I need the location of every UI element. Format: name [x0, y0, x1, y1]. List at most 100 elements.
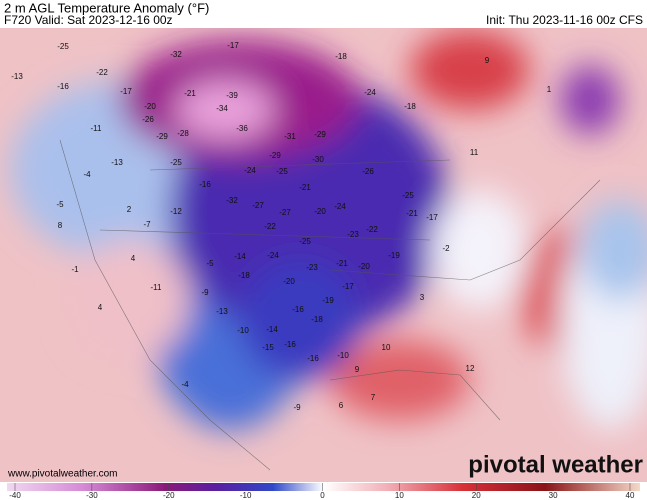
anomaly-label: -20	[314, 207, 326, 216]
anomaly-label: -20	[358, 262, 370, 271]
colorbar-tick-label: 0	[320, 491, 325, 500]
anomaly-label: -9	[201, 288, 209, 297]
anomaly-label: 6	[339, 401, 344, 410]
colorbar-tick-label: 40	[626, 491, 635, 500]
anomaly-label: 9	[355, 365, 360, 374]
anomaly-label: -18	[238, 271, 250, 280]
anomaly-label: -15	[262, 343, 274, 352]
anomaly-label: -19	[322, 296, 334, 305]
anomaly-label: -34	[216, 104, 228, 113]
anomaly-label: -26	[362, 167, 374, 176]
anomaly-label: 4	[98, 303, 103, 312]
valid-time: F720 Valid: Sat 2023-12-16 00z	[4, 13, 173, 27]
anomaly-label: -25	[276, 167, 288, 176]
anomaly-label: -16	[284, 340, 296, 349]
colorbar-tick-label: -40	[9, 491, 21, 500]
map-title: 2 m AGL Temperature Anomaly (°F)	[4, 0, 209, 15]
anomaly-label: 7	[371, 393, 376, 402]
map-field	[0, 28, 647, 482]
anomaly-label: -5	[56, 200, 64, 209]
anomaly-label: -17	[342, 282, 354, 291]
anomaly-label: 12	[466, 364, 475, 373]
anomaly-label: -22	[96, 68, 108, 77]
anomaly-label: -19	[388, 251, 400, 260]
anomaly-label: 11	[470, 148, 479, 157]
anomaly-label: -10	[337, 351, 349, 360]
anomaly-label: 8	[58, 221, 63, 230]
anomaly-label: -20	[283, 277, 295, 286]
anomaly-label: -13	[216, 307, 228, 316]
anomaly-label: -12	[170, 207, 182, 216]
site-url: www.pivotalweather.com	[7, 469, 118, 480]
anomaly-label: -16	[57, 82, 69, 91]
anomaly-label: -9	[293, 403, 301, 412]
anomaly-label: -25	[57, 42, 69, 51]
anomaly-label: -11	[91, 124, 103, 133]
colorbar	[7, 483, 640, 491]
anomaly-label: -16	[199, 180, 211, 189]
anomaly-label: -27	[252, 201, 264, 210]
anomaly-label: -29	[314, 130, 326, 139]
colorbar-tick-label: 20	[472, 491, 481, 500]
anomaly-label: 9	[485, 56, 490, 65]
anomaly-label: -32	[170, 50, 182, 59]
anomaly-label: -5	[206, 259, 214, 268]
anomaly-label: -1	[71, 265, 79, 274]
colorbar-tick-label: -30	[86, 491, 98, 500]
anomaly-labels: -25-32-17-18-13 -22-17 -21 -39 -24-18-20 -34-…	[11, 41, 552, 412]
anomaly-label: -10	[237, 326, 249, 335]
colorbar-tick-label: 30	[549, 491, 558, 500]
anomaly-label: -24	[244, 166, 256, 175]
anomaly-label: -16	[307, 354, 319, 363]
anomaly-label: -18	[404, 102, 416, 111]
anomaly-label: -23	[306, 263, 318, 272]
anomaly-label: -21	[299, 183, 311, 192]
anomaly-label: -21	[406, 209, 418, 218]
colorbar-ticks: -40 -30 -20 -10 0 10 20 30 40	[9, 483, 635, 500]
init-time: Init: Thu 2023-11-16 00z CFS	[486, 13, 643, 27]
logo: pivotal weather	[468, 451, 643, 478]
colorbar-tick-label: 10	[395, 491, 404, 500]
anomaly-label: -30	[312, 155, 324, 164]
anomaly-label: -4	[83, 170, 91, 179]
anomaly-label: -17	[120, 87, 132, 96]
anomaly-label: -28	[177, 129, 189, 138]
anomaly-label: -21	[336, 259, 348, 268]
anomaly-label: 2	[127, 205, 132, 214]
anomaly-label: -27	[279, 208, 291, 217]
anomaly-label: -7	[143, 220, 151, 229]
anomaly-label: -16	[292, 305, 304, 314]
anomaly-label: 4	[131, 254, 136, 263]
colorbar-tick-label: -20	[163, 491, 175, 500]
anomaly-label: -24	[267, 251, 279, 260]
anomaly-label: -18	[311, 315, 323, 324]
anomaly-label: 1	[547, 85, 552, 94]
anomaly-label: -25	[402, 191, 414, 200]
anomaly-label: -22	[366, 225, 378, 234]
anomaly-label: -20	[144, 102, 156, 111]
anomaly-label: -29	[156, 132, 168, 141]
anomaly-label: -24	[364, 88, 376, 97]
anomaly-label: -25	[299, 237, 311, 246]
anomaly-label: -17	[227, 41, 239, 50]
anomaly-label: -25	[170, 158, 182, 167]
anomaly-label: -4	[181, 380, 189, 389]
anomaly-label: -17	[426, 213, 438, 222]
anomaly-label: -14	[234, 252, 246, 261]
anomaly-label: -22	[264, 222, 276, 231]
anomaly-label: -13	[111, 158, 123, 167]
anomaly-label: -23	[347, 230, 359, 239]
anomaly-label: -11	[151, 283, 163, 292]
anomaly-label: -14	[266, 325, 278, 334]
anomaly-label: -32	[226, 196, 238, 205]
anomaly-label: -31	[284, 132, 296, 141]
anomaly-label: -18	[335, 52, 347, 61]
anomaly-label: -39	[226, 91, 238, 100]
anomaly-label: -13	[11, 72, 23, 81]
anomaly-label: -29	[269, 151, 281, 160]
anomaly-label: 3	[420, 293, 425, 302]
anomaly-label: -2	[442, 244, 450, 253]
anomaly-label: -36	[236, 124, 248, 133]
colorbar-tick-label: -10	[240, 491, 252, 500]
